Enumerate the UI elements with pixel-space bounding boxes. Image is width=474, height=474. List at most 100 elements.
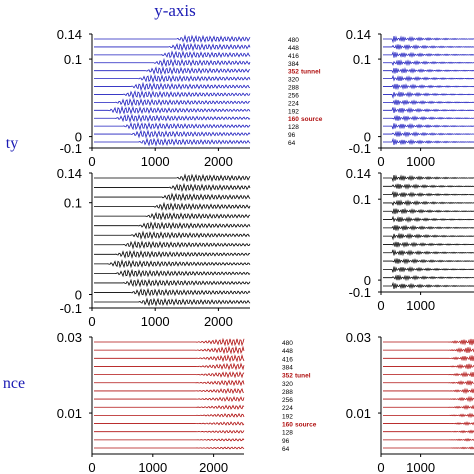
x-tick-label: 0 [88,314,95,329]
channel-label-384: 384 [288,61,299,68]
y-tick-label: 0.01 [346,406,371,421]
chart-panel-row1-right: 0.140.10-0.10 1000 [346,27,474,169]
trace-channel-14 [94,297,251,307]
y-tick-label: -0.1 [349,285,371,300]
channel-annotation-352: tunnel [301,69,321,76]
trace-channel-2 [94,42,251,52]
trace-channel-1 [94,337,245,347]
x-tick-label: 2000 [199,460,228,474]
trace-channel-11 [94,268,251,279]
trace-channel-1 [94,173,251,183]
trace-channel-1 [383,174,474,183]
y-tick-label: 0.03 [57,330,82,345]
chart-panel-row3-right: 0.03 0.01 0 1000 [346,330,474,474]
channel-label-480: 480 [288,37,299,44]
trace-channel-11 [383,421,474,426]
channel-label-288: 288 [282,389,293,396]
y-tick-label: 0.1 [353,192,371,207]
channel-label-224: 224 [282,405,293,412]
channel-label-352: 352 [288,69,299,76]
x-tick-label: 1000 [141,154,170,169]
y-tick-label: 0.1 [64,52,82,67]
x-tick-label: 0 [377,298,384,313]
trace-channel-2 [383,183,474,190]
trace-channel-11 [383,115,474,122]
x-tick-label: 0 [88,460,95,474]
column-title: y-axis [154,1,196,20]
channel-label-320: 320 [282,381,293,388]
trace-channel-8 [383,395,474,403]
channel-label-96: 96 [282,438,290,445]
row-label-displacement: nce [3,375,25,392]
trace-channel-1 [94,34,251,44]
trace-channel-9 [94,98,251,107]
chart-panel-row2-right: 0.140.10-0.10 1000 [346,166,474,313]
trace-channel-5 [94,211,251,221]
trace-channel-8 [383,232,474,241]
row-label-velocity: ty [6,135,18,152]
y-tick-label: 0.01 [57,406,82,421]
trace-channel-1 [383,35,474,44]
trace-channel-11 [94,113,251,123]
trace-channel-6 [383,74,474,83]
chart-panel-row2-left: 0.140.10-0.10 1000 2000 [57,166,251,329]
trace-channel-9 [383,404,474,411]
y-tick-label: 0.14 [57,166,82,181]
trace-channel-11 [383,258,474,265]
y-tick-label: 0 [75,288,82,303]
trace-channel-10 [383,106,474,114]
trace-channel-12 [383,429,474,434]
x-tick-label: 1000 [406,154,435,169]
y-tick-label: 0.1 [64,196,82,211]
channel-label-128: 128 [288,124,299,131]
trace-channel-12 [94,278,251,288]
trace-channel-4 [383,363,474,370]
channel-label-448: 448 [282,348,293,355]
trace-channel-12 [383,266,474,273]
y-tick-label: 0.1 [353,52,371,67]
trace-channel-9 [383,241,474,248]
channel-label-256: 256 [282,397,293,404]
trace-channel-10 [94,412,245,418]
trace-channel-8 [383,90,474,99]
y-tick-label: 0.14 [346,27,371,42]
trace-channel-4 [383,199,474,207]
channel-label-224: 224 [288,100,299,107]
trace-channel-7 [383,83,474,91]
y-tick-label: 0.03 [346,330,371,345]
channel-label-480: 480 [282,340,293,347]
trace-channel-6 [383,380,474,386]
y-tick-label: 0 [364,273,371,288]
trace-channel-13 [383,274,474,282]
trace-channel-14 [383,446,474,450]
trace-channel-8 [94,396,245,403]
channel-label-96: 96 [288,132,296,139]
trace-channel-9 [94,250,251,259]
y-tick-label: -0.1 [349,141,371,156]
x-tick-label: 1000 [406,460,435,474]
y-tick-label: -0.1 [60,141,82,156]
x-tick-label: 0 [377,154,384,169]
y-tick-label: 0.14 [57,27,82,42]
trace-channel-13 [383,437,474,442]
trace-channel-14 [383,137,474,146]
channel-label-416: 416 [288,53,299,60]
trace-channel-4 [94,201,251,212]
trace-channel-13 [94,438,245,442]
trace-channel-6 [94,74,251,84]
trace-channel-5 [383,207,474,215]
channel-label-128: 128 [282,430,293,437]
x-tick-label: 2000 [204,314,233,329]
x-tick-label: 0 [88,154,95,169]
trace-channel-2 [94,345,245,355]
x-tick-label: 2000 [204,154,233,169]
trace-channel-6 [94,221,251,231]
trace-channel-3 [383,190,474,198]
y-tick-label: 0 [364,130,371,145]
y-tick-label: -0.1 [60,301,82,316]
trace-channel-7 [94,230,251,240]
channel-label-448: 448 [288,45,299,52]
